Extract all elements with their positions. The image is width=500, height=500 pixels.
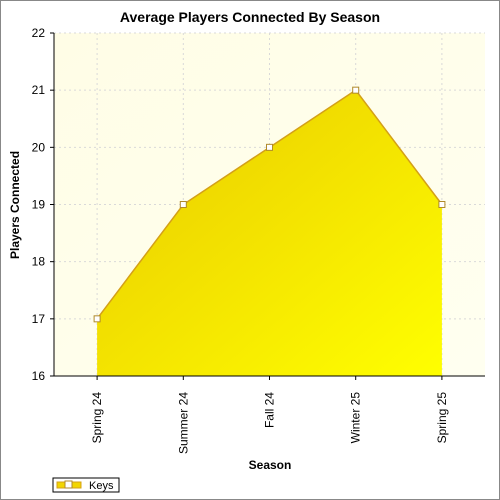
y-tick-label: 17 [32, 312, 46, 326]
y-tick-label: 21 [32, 83, 46, 97]
x-axis-title: Season [249, 458, 292, 472]
x-tick-label: Spring 25 [435, 392, 449, 444]
y-tick-label: 16 [32, 369, 46, 383]
area-series [93, 86, 446, 377]
y-tick-label: 20 [32, 140, 46, 154]
data-point-4 [352, 86, 360, 94]
legend: Keys [52, 477, 120, 493]
x-tick-label: Fall 24 [263, 392, 277, 428]
y-axis-title: Players Connected [8, 151, 22, 259]
y-tick-label: 19 [32, 198, 46, 212]
area-fill [97, 90, 442, 377]
y-axis-ticks: 16 17 18 19 20 21 22 [32, 26, 54, 383]
x-tick-label: Winter 25 [349, 392, 363, 444]
data-point-5 [438, 201, 446, 208]
data-point-3 [266, 143, 273, 151]
x-tick-label: Spring 24 [90, 392, 104, 444]
legend-label: Keys [89, 480, 114, 492]
legend-marker [64, 480, 73, 489]
x-axis-ticks: Spring 24 Summer 24 Fall 24 Winter 25 Spring… [90, 376, 449, 454]
y-tick-label: 22 [32, 26, 46, 40]
x-tick-label: Summer 24 [176, 392, 190, 454]
data-point-2 [179, 201, 187, 208]
y-tick-label: 18 [32, 255, 46, 269]
chart-title: Average Players Connected By Season [120, 9, 380, 25]
data-point-1 [93, 315, 101, 323]
